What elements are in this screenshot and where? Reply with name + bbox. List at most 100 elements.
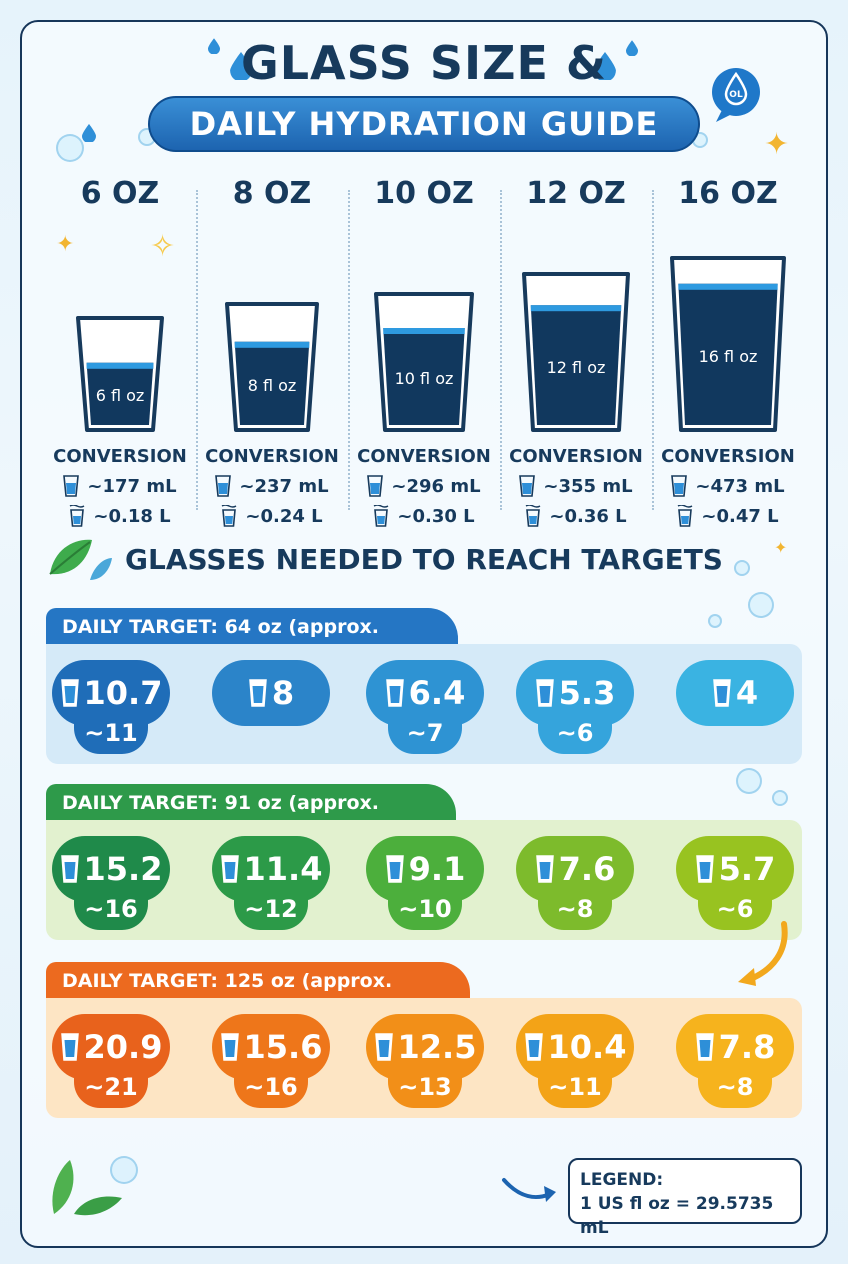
cup-icon bbox=[221, 505, 237, 527]
glasses-count-badge: 9.1 bbox=[366, 836, 484, 902]
glasses-rounded-count: ~6 bbox=[698, 892, 772, 930]
glass-size-column: 6 OZ 6 fl oz CONVERSION ~177 mL ~0.18 L bbox=[45, 176, 195, 527]
glass-size-column: 16 OZ 16 fl oz CONVERSION ~473 mL ~0.47 L bbox=[653, 176, 803, 527]
conversion-ml: ~237 mL bbox=[239, 475, 329, 497]
page-title: GLASS SIZE & bbox=[240, 36, 608, 90]
legend-text: 1 US fl oz = 29.5735 mL bbox=[580, 1194, 774, 1238]
glass-icon bbox=[60, 854, 80, 884]
sparkle-icon: ✦ bbox=[774, 538, 788, 557]
glasses-rounded-count: ~11 bbox=[538, 1070, 612, 1108]
legend-arrow-icon bbox=[500, 1170, 560, 1214]
glass-icon bbox=[385, 678, 405, 708]
column-divider bbox=[652, 190, 654, 510]
conversion-ml-row: ~296 mL bbox=[349, 475, 499, 497]
glass-illustration: 12 fl oz bbox=[501, 216, 651, 440]
glasses-rounded-count: ~6 bbox=[538, 716, 612, 754]
glass-icon bbox=[76, 316, 164, 432]
page-subtitle-banner: DAILY HYDRATION GUIDE bbox=[148, 96, 700, 152]
conversion-title: CONVERSION bbox=[661, 446, 795, 467]
glasses-exact-count: 11.4 bbox=[243, 850, 323, 888]
conversion-l-row: ~0.30 L bbox=[349, 505, 499, 527]
glasses-exact-count: 7.6 bbox=[558, 850, 616, 888]
glasses-count-badge: 11.4 bbox=[212, 836, 330, 902]
hydration-badge-icon: OL bbox=[706, 64, 770, 124]
glasses-rounded-count: ~7 bbox=[388, 716, 462, 754]
glass-water-surface bbox=[86, 362, 154, 369]
glass-size-label: 16 OZ bbox=[678, 176, 778, 211]
glasses-exact-count: 10.4 bbox=[547, 1028, 627, 1066]
glasses-count-badge: 10.7 bbox=[52, 660, 170, 726]
glasses-exact-count: 8 bbox=[271, 674, 295, 712]
glass-water-fill bbox=[86, 362, 154, 425]
conversion-liters: ~0.18 L bbox=[93, 505, 171, 527]
glass-illustration: 16 fl oz bbox=[653, 216, 803, 440]
glasses-count-badge: 15.2 bbox=[52, 836, 170, 902]
glass-illustration: 6 fl oz bbox=[45, 216, 195, 440]
cup-icon bbox=[215, 475, 232, 497]
glasses-rounded-count: ~12 bbox=[234, 892, 308, 930]
glass-icon bbox=[374, 292, 474, 432]
glasses-exact-count: 4 bbox=[735, 674, 759, 712]
glasses-exact-count: 6.4 bbox=[408, 674, 466, 712]
conversion-title: CONVERSION bbox=[53, 446, 187, 467]
water-drop-icon bbox=[82, 124, 96, 142]
glass-icon bbox=[712, 678, 732, 708]
glass-water-fill bbox=[678, 283, 778, 425]
glasses-count-badge: 10.4 bbox=[516, 1014, 634, 1080]
glasses-count-badge: 6.4 bbox=[366, 660, 484, 726]
glasses-rounded-count: ~16 bbox=[234, 1070, 308, 1108]
daily-target-tab: DAILY TARGET: 91 oz (approx. 2.7 L) bbox=[46, 784, 456, 852]
glasses-rounded-count: ~11 bbox=[74, 716, 148, 754]
water-drop-icon bbox=[626, 40, 638, 56]
glass-illustration: 8 fl oz bbox=[197, 216, 347, 440]
water-drop-icon bbox=[208, 38, 220, 54]
glasses-rounded-count: ~10 bbox=[388, 892, 462, 930]
column-divider bbox=[196, 190, 198, 510]
glass-water-fill bbox=[383, 328, 465, 425]
glass-size-label: 8 OZ bbox=[232, 176, 312, 211]
conversion-liters: ~0.36 L bbox=[549, 505, 627, 527]
glass-icon bbox=[225, 302, 319, 432]
glass-size-column: 8 OZ 8 fl oz CONVERSION ~237 mL ~0.24 L bbox=[197, 176, 347, 527]
cup-icon bbox=[367, 475, 384, 497]
conversion-title: CONVERSION bbox=[205, 446, 339, 467]
glass-volume-label: 12 fl oz bbox=[546, 357, 606, 377]
section-heading: GLASSES NEEDED TO REACH TARGETS bbox=[125, 543, 723, 576]
conversion-liters: ~0.30 L bbox=[397, 505, 475, 527]
glass-icon bbox=[60, 1032, 80, 1062]
glass-volume-label: 8 fl oz bbox=[247, 375, 297, 395]
glasses-exact-count: 15.2 bbox=[83, 850, 163, 888]
bubble-decoration bbox=[734, 560, 750, 576]
glasses-exact-count: 5.7 bbox=[718, 850, 776, 888]
glasses-exact-count: 10.7 bbox=[83, 674, 163, 712]
glasses-rounded-count: ~21 bbox=[74, 1070, 148, 1108]
glasses-exact-count: 9.1 bbox=[408, 850, 466, 888]
conversion-ml: ~473 mL bbox=[695, 475, 785, 497]
glasses-count-badge: 5.3 bbox=[516, 660, 634, 726]
glass-volume-label: 6 fl oz bbox=[95, 386, 145, 406]
bubble-decoration bbox=[736, 768, 762, 794]
glasses-count-badge: 12.5 bbox=[366, 1014, 484, 1080]
conversion-ml-row: ~473 mL bbox=[653, 475, 803, 497]
glasses-rounded-count: ~8 bbox=[698, 1070, 772, 1108]
glass-icon bbox=[524, 1032, 544, 1062]
glass-icon bbox=[670, 256, 786, 432]
glass-icon bbox=[248, 678, 268, 708]
glass-icon bbox=[535, 678, 555, 708]
badge-icon-text: OL bbox=[729, 90, 743, 100]
glasses-rounded-count: ~8 bbox=[538, 892, 612, 930]
conversion-l-row: ~0.36 L bbox=[501, 505, 651, 527]
glass-size-label: 10 OZ bbox=[374, 176, 474, 211]
legend-title: LEGEND: bbox=[580, 1170, 664, 1190]
conversion-l-row: ~0.18 L bbox=[45, 505, 195, 527]
cup-icon bbox=[677, 505, 693, 527]
glass-size-label: 12 OZ bbox=[526, 176, 626, 211]
glasses-rounded-count: ~16 bbox=[74, 892, 148, 930]
glasses-exact-count: 5.3 bbox=[558, 674, 616, 712]
glasses-count-badge: 7.8 bbox=[676, 1014, 794, 1080]
glass-icon bbox=[60, 678, 80, 708]
conversion-l-row: ~0.24 L bbox=[197, 505, 347, 527]
glasses-count-badge: 8 bbox=[212, 660, 330, 726]
sparkle-icon: ✦ bbox=[56, 232, 75, 257]
water-drop-icon bbox=[230, 52, 252, 80]
